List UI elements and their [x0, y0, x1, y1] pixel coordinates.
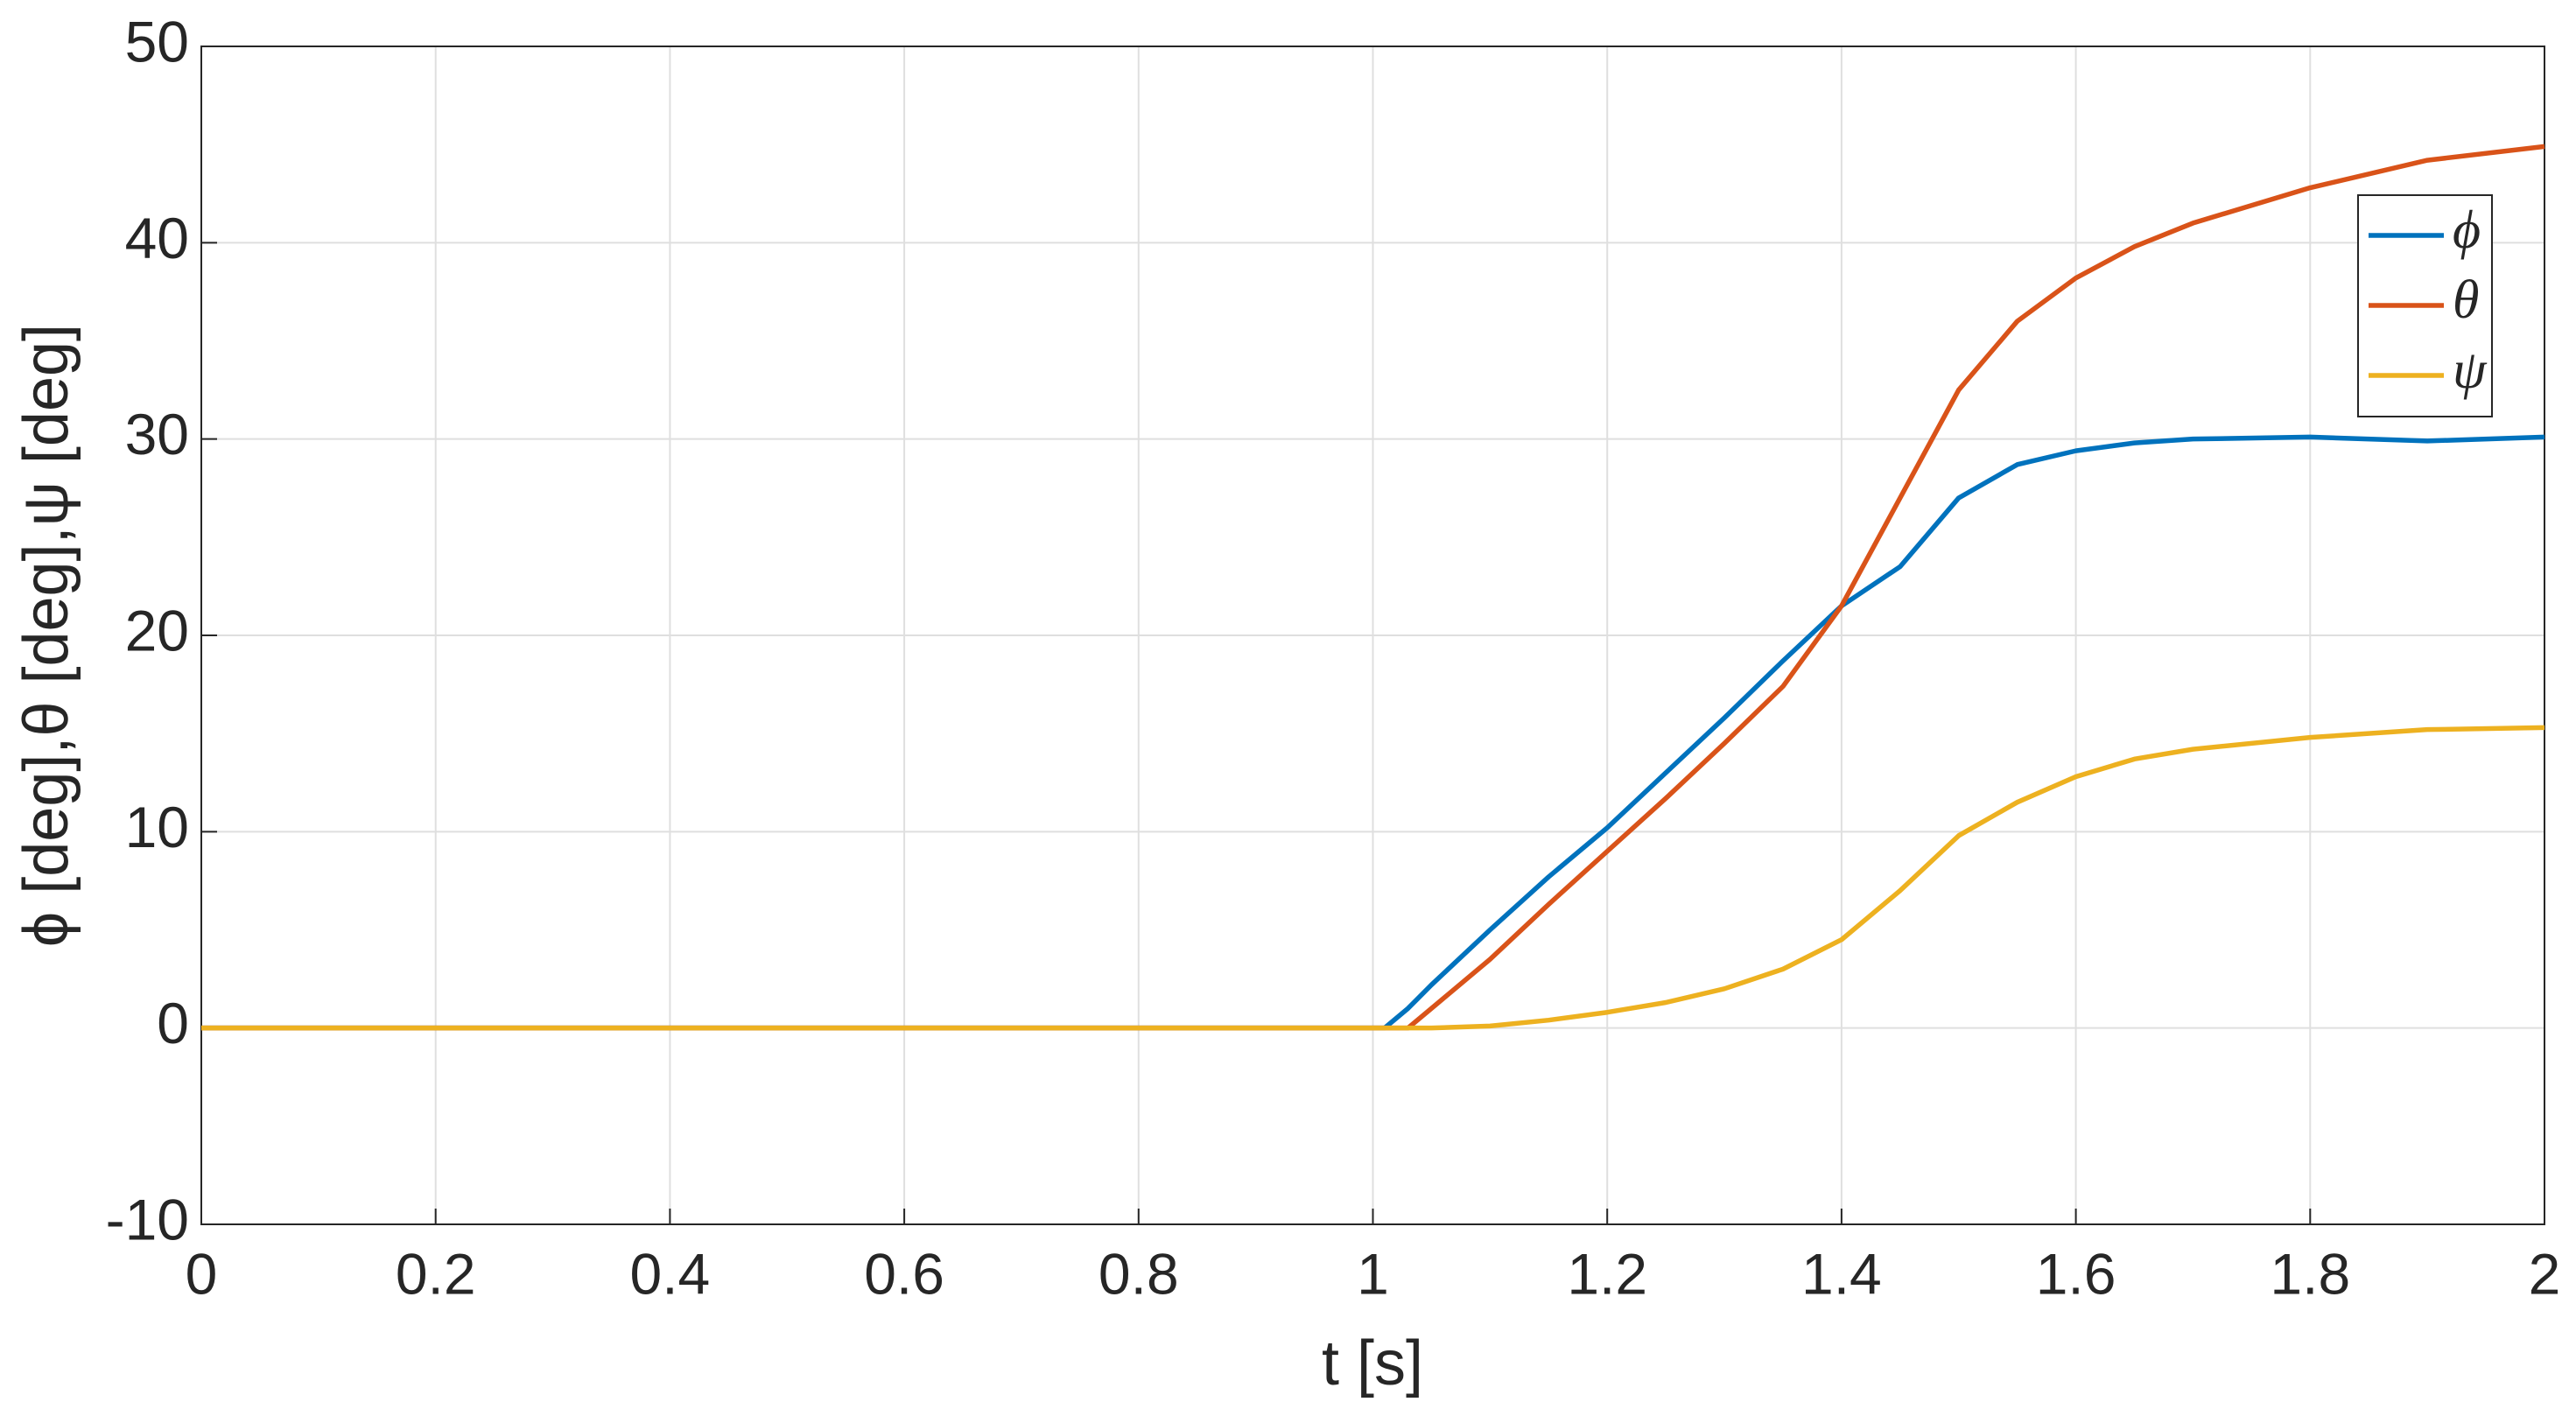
x-tick-label: 1	[1357, 1241, 1389, 1306]
x-tick-label: 0.8	[1098, 1241, 1179, 1306]
x-tick-label: 2	[2529, 1241, 2561, 1306]
x-tick-label: 1.2	[1567, 1241, 1647, 1306]
legend-label: θ	[2453, 270, 2479, 330]
legend-label: ψ	[2453, 340, 2488, 400]
y-tick-label: 30	[125, 402, 189, 466]
x-tick-label: 1.6	[2036, 1241, 2116, 1306]
x-tick-label: 0.6	[864, 1241, 944, 1306]
legend-label: ϕ	[2453, 200, 2481, 260]
y-tick-label: -10	[106, 1187, 189, 1251]
x-tick-label: 0.4	[630, 1241, 711, 1306]
x-axis-label: t [s]	[1322, 1328, 1423, 1398]
x-tick-label: 1.8	[2270, 1241, 2350, 1306]
y-tick-label: 0	[157, 991, 189, 1055]
y-tick-label: 50	[125, 9, 189, 74]
series-line	[201, 725, 2545, 1031]
series-line	[201, 434, 2545, 1031]
y-tick-label: 40	[125, 206, 189, 270]
x-tick-label: 1.4	[1801, 1241, 1882, 1306]
y-tick-label: 10	[125, 795, 189, 859]
y-tick-label: 20	[125, 598, 189, 662]
axes-box	[200, 46, 2545, 1225]
y-axis-label: ϕ [deg],θ [deg],ψ [deg]	[11, 324, 81, 947]
series-line	[201, 144, 2545, 1031]
x-tick-label: 0.2	[396, 1241, 476, 1306]
x-tick-label: 0	[186, 1241, 218, 1306]
